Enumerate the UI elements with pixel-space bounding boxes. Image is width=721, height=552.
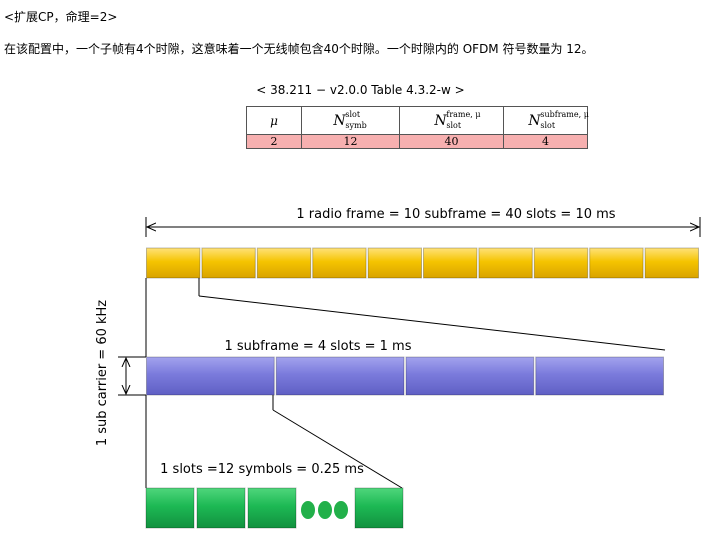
- slot-label: 1 slots =12 symbols = 0.25 ms: [160, 462, 364, 477]
- ellipsis-dot-3: [334, 501, 348, 519]
- subframe-block-2: [201, 247, 256, 279]
- subframe-block-5: [367, 247, 423, 279]
- subframe-block-6: [423, 247, 478, 279]
- description-paragraph: 在该配置中，一个子帧有4个时隙，这意味着一个无线帧包含40个时隙。一个时隙内的 …: [4, 42, 594, 56]
- symbol-block-1: [145, 487, 195, 529]
- slot-block-4: [535, 356, 664, 396]
- sub-carrier-label: 1 sub carrier = 60 kHz: [95, 300, 110, 446]
- slot-block-1: [146, 356, 275, 396]
- slot-symbols: [145, 487, 404, 529]
- ellipsis-dot-2: [318, 501, 332, 519]
- ellipsis-dot-1: [301, 501, 315, 519]
- subframe-bar: [146, 356, 664, 396]
- symbol-block-last: [354, 487, 404, 529]
- symbol-block-3: [247, 487, 297, 529]
- cell-n-frame: 40: [399, 134, 504, 149]
- subframe-block-1: [146, 247, 201, 279]
- subframe-block-8: [533, 247, 589, 279]
- symbol-block-2: [196, 487, 246, 529]
- radio-frame-bar: [146, 247, 699, 279]
- section-heading: <扩展CP，命理=2>: [4, 10, 118, 24]
- cell-mu: 2: [246, 134, 302, 149]
- slot-block-3: [405, 356, 535, 396]
- subframe-block-9: [589, 247, 644, 279]
- subframe-label: 1 subframe = 4 slots = 1 ms: [225, 339, 412, 354]
- subframe-block-3: [256, 247, 312, 279]
- subframe-block-7: [478, 247, 533, 279]
- table-caption: < 38.211 − v2.0.0 Table 4.3.2-w >: [256, 83, 465, 97]
- zoom-line-slot-b: [272, 409, 403, 489]
- zoom-line-right-b: [198, 295, 666, 351]
- subframe-block-4: [312, 247, 367, 279]
- table-row: 2 12 40 4: [246, 134, 588, 149]
- subframe-block-10: [644, 247, 699, 279]
- cell-n-symb: 12: [301, 134, 400, 149]
- cell-n-subframe: 4: [503, 134, 588, 149]
- radio-frame-label: 1 radio frame = 10 subframe = 40 slots =…: [296, 207, 615, 222]
- slot-block-2: [275, 356, 405, 396]
